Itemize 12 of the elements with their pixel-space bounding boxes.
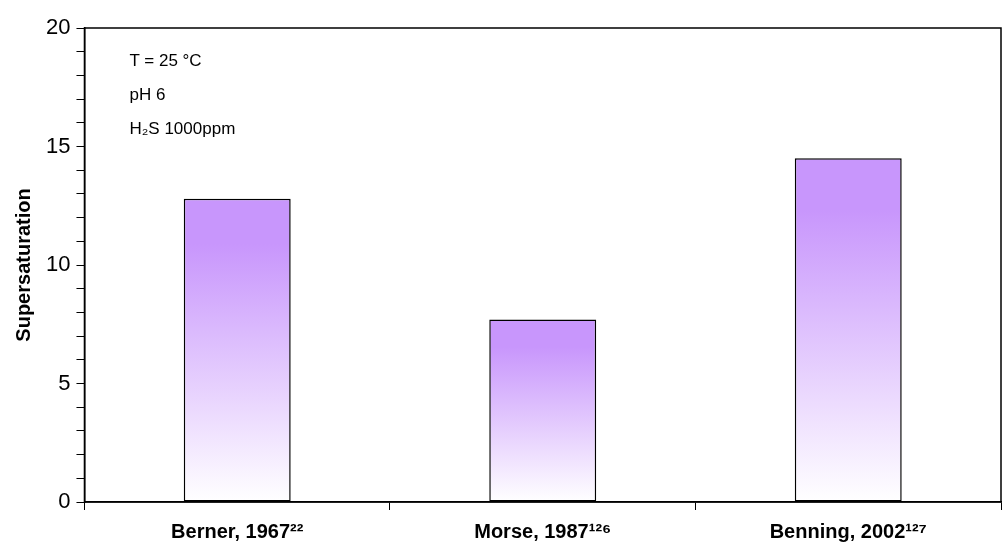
y-tick-label: 10 — [45, 251, 71, 277]
annotation: T = 25 °C — [129, 51, 202, 71]
annotation: pH 6 — [129, 85, 166, 105]
y-tick-label: 0 — [58, 488, 71, 514]
y-axis-title: Supersaturation — [11, 188, 34, 342]
annotation: H₂S 1000ppm — [129, 119, 236, 139]
x-tick-label: Benning, 2002¹²⁷ — [769, 519, 927, 542]
x-tick-label: Morse, 1987¹²⁶ — [474, 519, 612, 542]
x-tick-label: Berner, 1967²² — [171, 519, 304, 542]
y-tick-label: 5 — [58, 369, 71, 395]
y-tick-label: 20 — [45, 14, 71, 40]
y-tick-label: 15 — [45, 132, 71, 158]
